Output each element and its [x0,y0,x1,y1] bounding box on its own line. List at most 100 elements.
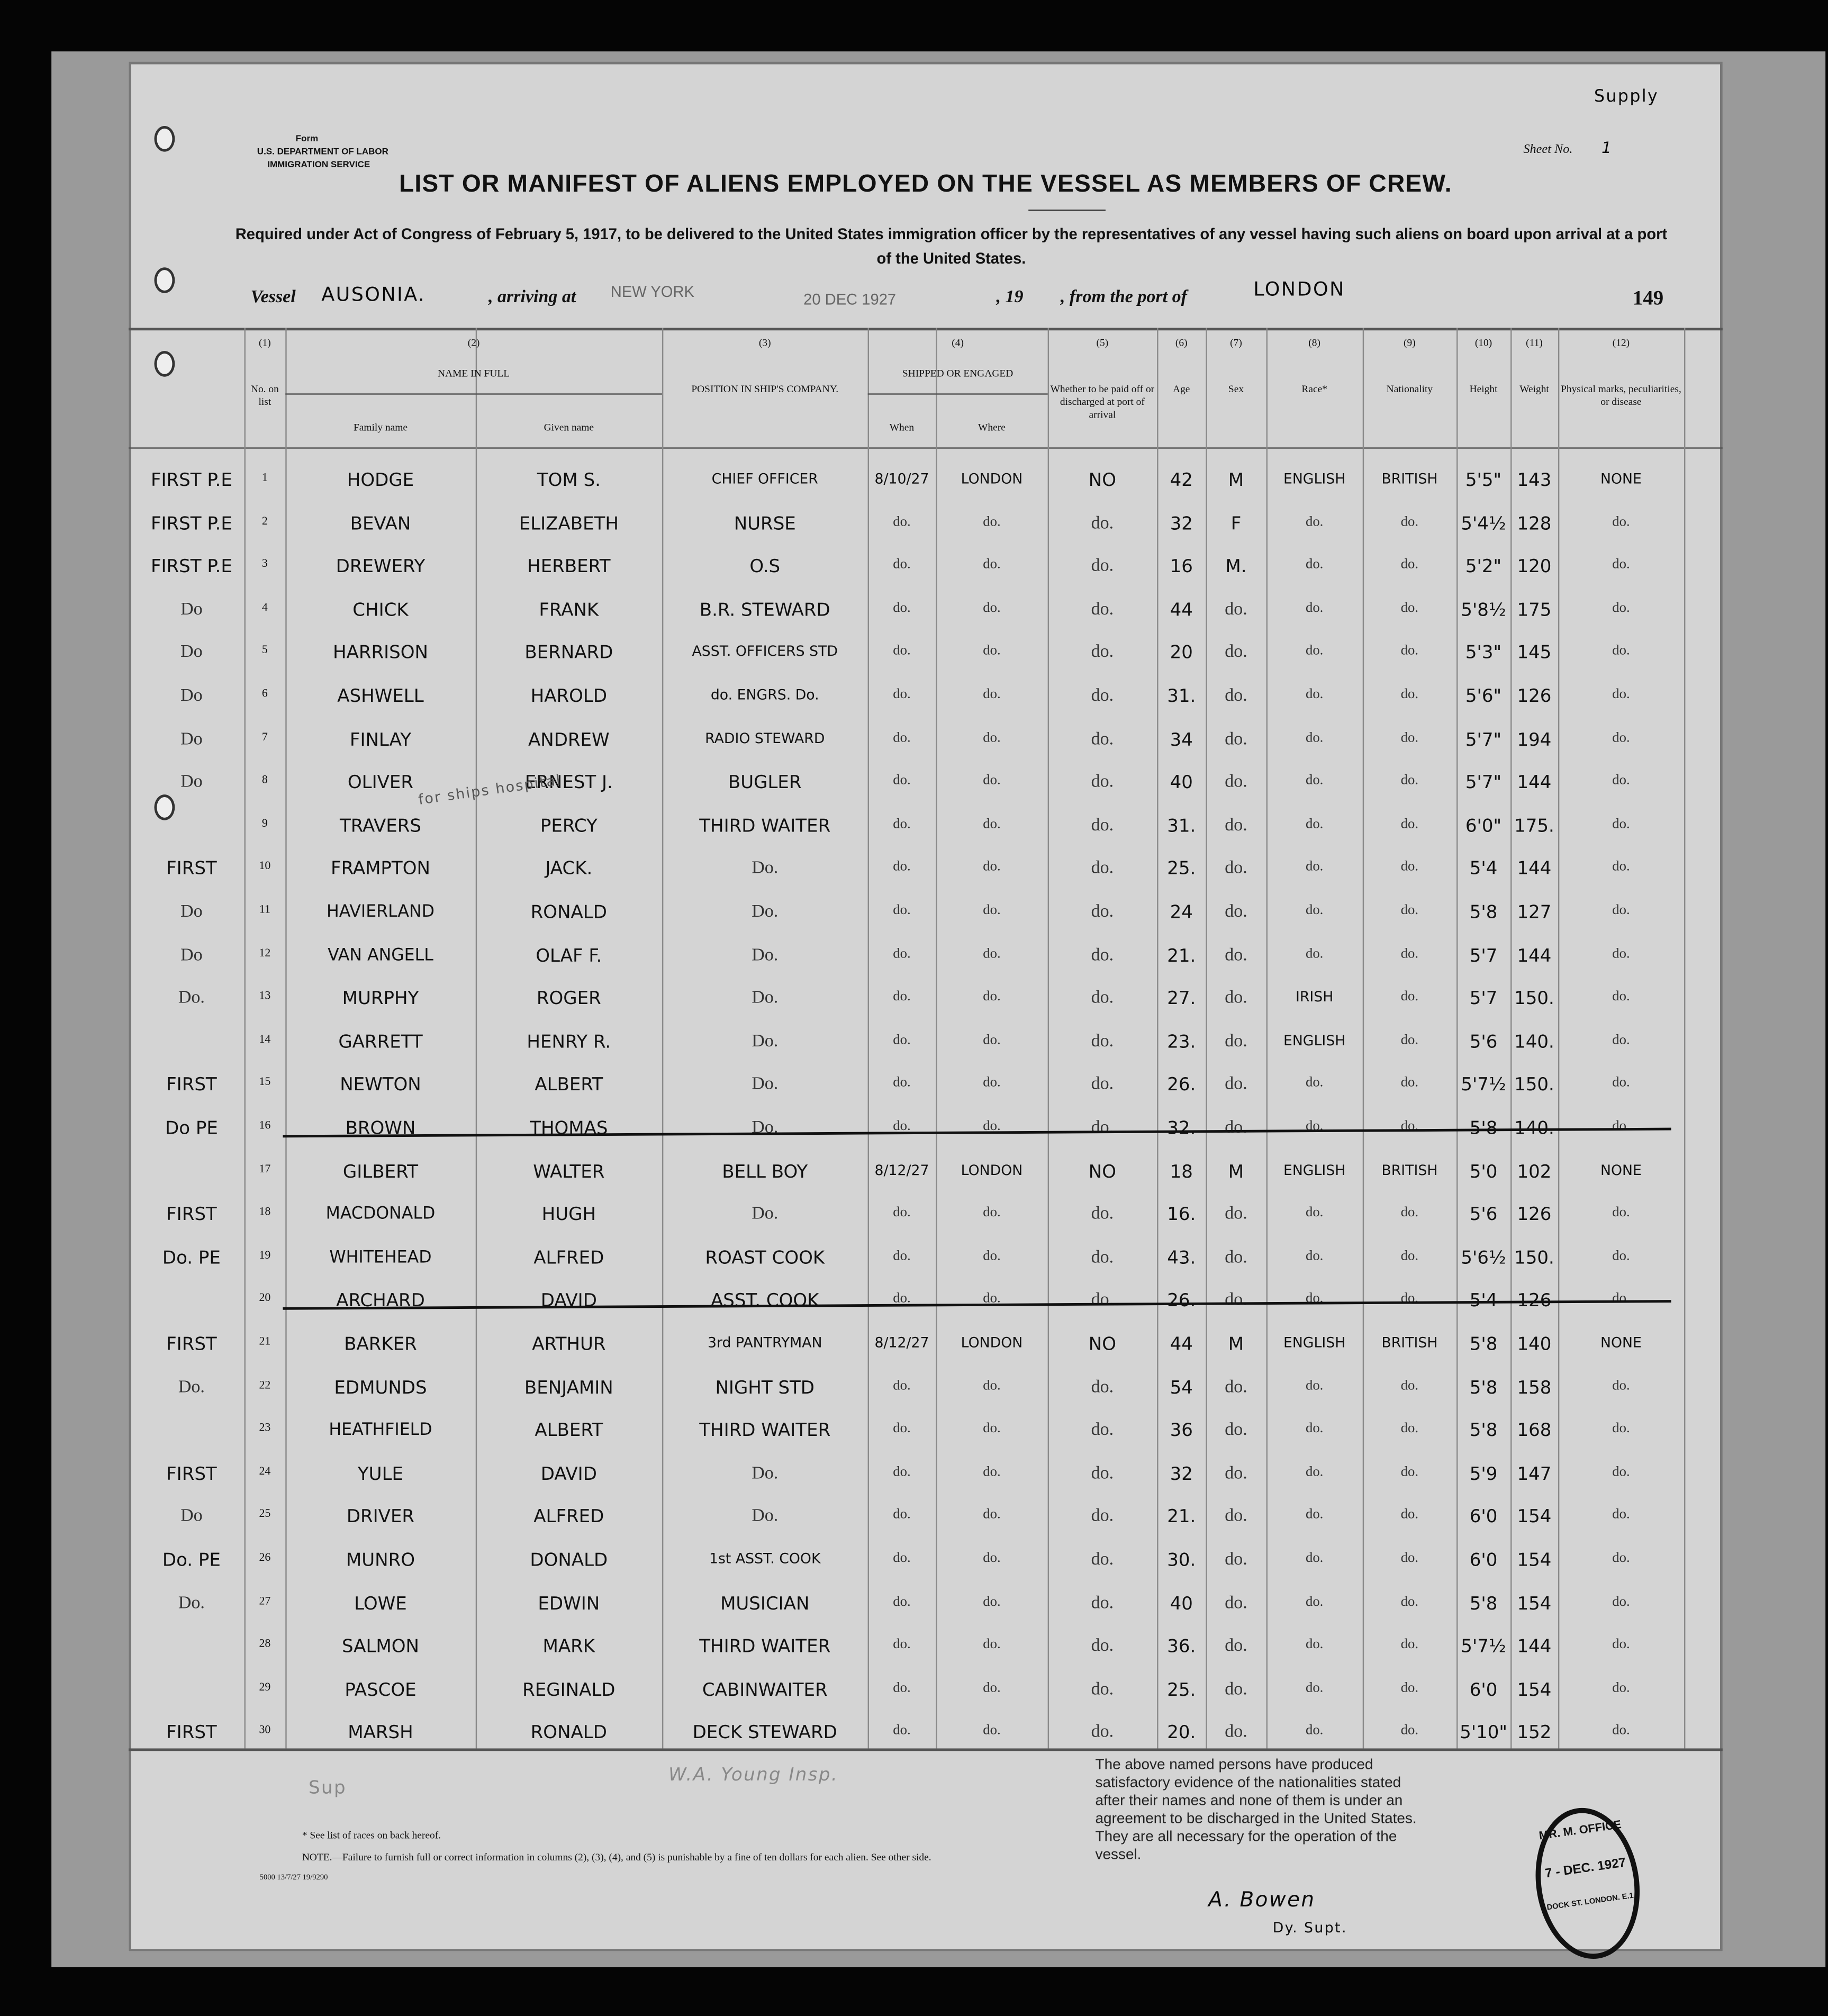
cell-when: do. [893,816,911,832]
cell-sex: do. [1225,600,1247,620]
cell-no: 25 [259,1507,271,1521]
cell-given: ELIZABETH [519,513,619,535]
cell-sex: M [1228,471,1244,491]
cell-age: 40 [1170,773,1193,794]
cell-age: 21. [1167,945,1196,966]
cell-family: OLIVER [347,773,414,794]
cell-marks: do. [1612,729,1630,745]
stamp-bottom: DOCK ST. LONDON. E.1 [1546,1892,1634,1913]
cell-when: do. [893,945,911,961]
cell-paid: do. [1091,902,1114,922]
cell-given: DAVID [540,1291,597,1312]
cell-paid: do. [1091,513,1114,534]
cell-weight: 147 [1517,1464,1552,1485]
cell-age: 16. [1167,1205,1196,1226]
cell-marks: NONE [1600,1334,1642,1351]
cell-given: WALTER [533,1161,605,1182]
corner-note: Supply [1594,87,1659,107]
cell-position: RADIO STEWARD [705,729,825,747]
cell-where: do. [983,1593,1001,1610]
cell-paid: NO [1088,1334,1116,1355]
cell-marks: do. [1612,1291,1630,1307]
cell-position: NURSE [734,513,796,535]
cell-paid: do. [1091,1075,1114,1095]
cell-sex: M [1228,1334,1244,1355]
cell-weight: 128 [1517,513,1552,535]
cell-position: Do. [752,1507,779,1527]
races-note: * See list of races on back hereof. [302,1829,441,1841]
cell-given: HENRY R. [527,1032,611,1053]
cell-sex: do. [1225,1248,1247,1268]
cell-weight: 102 [1517,1161,1552,1182]
cell-nationality: do. [1400,1550,1419,1566]
cell-when: do. [893,1377,911,1394]
cell-where: do. [983,816,1001,832]
column-label-c10: Height [1469,383,1498,395]
cell-height: 5'8 [1469,1421,1498,1442]
cell-when: do. [893,1637,911,1652]
cell-nationality: do. [1400,513,1419,529]
cell-age: 31. [1167,686,1196,707]
cell-age: 27. [1167,989,1196,1010]
cell-race: do. [1305,816,1324,832]
cell-given: FRANK [539,600,599,621]
cell-marks: do. [1612,902,1630,918]
cell-weight: 175. [1514,816,1554,837]
cell-sex: do. [1225,1421,1247,1440]
cell-height: 5'6 [1469,1032,1498,1053]
cell-race: do. [1305,1205,1324,1221]
cell-paid: do. [1091,1377,1114,1397]
cell-given: ANDREW [528,729,610,751]
cell-weight: 143 [1517,471,1552,491]
cell-height: 5'8 [1469,1377,1498,1398]
cell-race: do. [1305,729,1324,745]
cell-given: BERNARD [524,643,613,664]
cell-paid: NO [1088,1161,1116,1182]
binder-hole [154,267,175,293]
cell-where: do. [983,1550,1001,1566]
cell-given: ROGER [536,989,601,1010]
column-divider [1266,328,1268,1749]
cell-family: BARKER [344,1334,417,1355]
binder-hole [154,351,175,377]
cell-race: do. [1305,513,1324,529]
cell-given: HAROLD [530,686,608,707]
cell-paid: do. [1091,1464,1114,1484]
table-bottom-rule [128,1748,1723,1751]
cell-where: do. [983,1464,1001,1480]
cell-paid: do. [1091,1507,1114,1527]
cell-nationality: do. [1400,1507,1419,1523]
cell-height: 6'0 [1469,1680,1498,1701]
cell-when: 8/12/27 [874,1161,929,1179]
cell-where: do. [983,557,1001,573]
cell-given: MARK [542,1637,595,1658]
cell-given: EDWIN [538,1593,600,1614]
cell-marks: do. [1612,859,1630,875]
cell-margin: Do. [178,1377,205,1397]
cell-height: 5'9 [1469,1464,1498,1485]
column-number-c4: (4) [952,337,964,349]
cell-family: DREWERY [336,557,426,578]
cell-sex: do. [1225,1464,1247,1484]
cell-nationality: do. [1400,1248,1419,1264]
cell-paid: do. [1091,600,1114,620]
cell-position: do. ENGRS. Do. [710,686,819,703]
cell-family: ASHWELL [337,686,424,707]
certification-text: The above named persons have produced sa… [1095,1757,1417,1863]
cell-race: do. [1305,1593,1324,1610]
cell-weight: 194 [1517,729,1552,751]
cell-marks: do. [1612,1421,1630,1436]
cell-position: 3rd PANTRYMAN [708,1334,822,1351]
page-subtitle: Required under Act of Congress of Februa… [235,225,1668,268]
cell-race: do. [1305,1680,1324,1696]
cell-no: 8 [261,773,268,786]
cell-position: NIGHT STD [715,1377,815,1398]
cell-family: HODGE [347,471,414,491]
cell-nationality: do. [1400,557,1419,573]
cell-race: do. [1305,1421,1324,1436]
cell-no: 22 [259,1377,271,1391]
cell-marks: do. [1612,686,1630,702]
column-number-c1: (1) [259,337,271,349]
column-number-c5: (5) [1096,337,1109,349]
cell-marks: do. [1612,513,1630,529]
